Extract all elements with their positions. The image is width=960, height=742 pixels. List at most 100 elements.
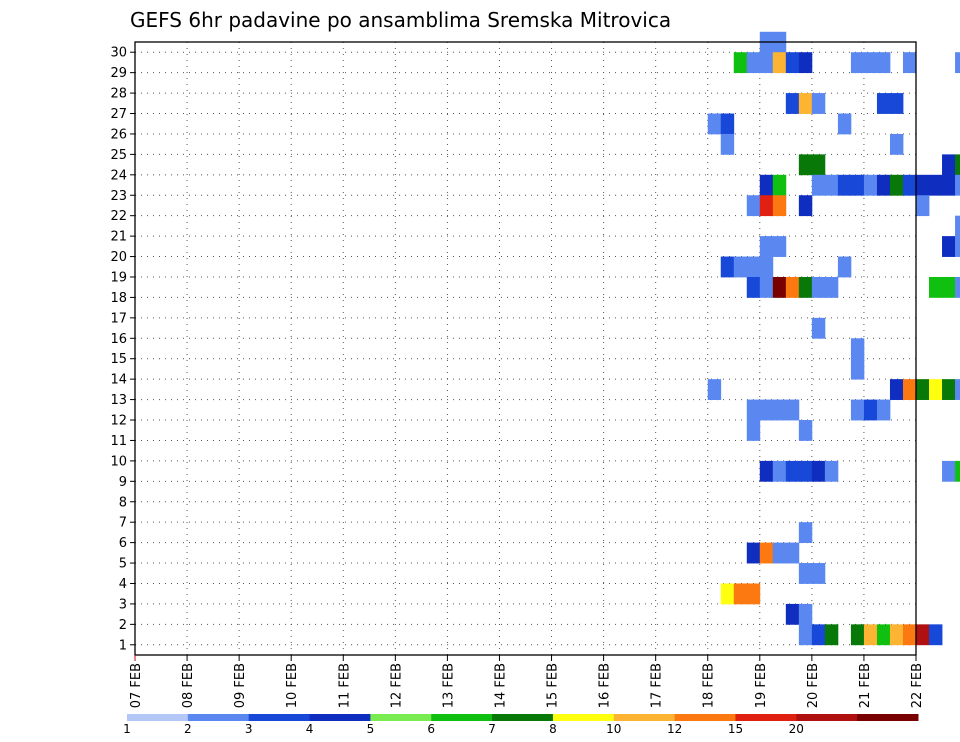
heatmap-cell	[798, 563, 813, 584]
heatmap-cell	[811, 624, 826, 646]
heatmap-cell	[824, 460, 839, 482]
heatmap-cell	[955, 460, 960, 482]
heatmap-cell	[772, 399, 787, 421]
y-tick-label: 23	[110, 189, 127, 204]
x-tick-label: 22 FEB	[910, 663, 925, 708]
y-tick-label: 3	[119, 597, 127, 612]
heatmap-cell	[916, 174, 930, 196]
legend-label: 6	[427, 722, 435, 736]
heatmap-cell	[759, 174, 774, 196]
heatmap-cell	[850, 338, 865, 360]
heatmap-cell	[759, 236, 774, 257]
heatmap-cell	[811, 563, 826, 584]
y-tick-label: 18	[110, 291, 127, 306]
x-tick-label: 11 FEB	[337, 663, 352, 708]
y-tick-label: 8	[119, 495, 127, 510]
x-tick-label: 21 FEB	[858, 663, 873, 708]
heatmap-cell	[798, 603, 813, 625]
heatmap-cell	[837, 256, 852, 278]
heatmap-cell	[811, 154, 826, 176]
heatmap-cell	[902, 379, 917, 400]
y-tick-label: 13	[110, 393, 127, 408]
x-tick-label: 10 FEB	[285, 663, 300, 708]
heatmap-cell	[863, 399, 878, 421]
heatmap-cell	[759, 276, 774, 298]
y-tick-label: 10	[110, 454, 127, 469]
y-tick-label: 9	[119, 475, 127, 490]
legend-label: 7	[488, 722, 496, 736]
x-tick-label: 07 FEB	[129, 663, 144, 708]
heatmap-cell	[889, 93, 904, 114]
y-tick-label: 1	[119, 638, 127, 653]
heatmap-cell	[955, 236, 960, 257]
y-tick-label: 21	[110, 230, 127, 245]
y-tick-label: 20	[110, 250, 127, 265]
heatmap-cell	[798, 93, 813, 114]
heatmap-cell	[746, 52, 761, 74]
heatmap-cell	[746, 195, 761, 217]
legend-label: 5	[367, 722, 375, 736]
heatmap-cell	[759, 52, 774, 74]
y-axis-ticks: 1234567891011121314151617181920212223242…	[110, 46, 135, 653]
heatmap-cell	[916, 624, 930, 646]
heatmap-cell	[850, 52, 865, 74]
heatmap-cell	[850, 624, 865, 646]
y-tick-label: 14	[110, 373, 127, 388]
heatmap-cell	[772, 542, 787, 564]
x-axis-ticks: 07 FEB 08 FEB 09 FEB 10 FEB 11 FEB 12 FEB 13 F…	[129, 655, 925, 708]
legend-label: 12	[667, 722, 682, 736]
heatmap-cell	[811, 93, 826, 114]
legend-swatch	[187, 714, 250, 721]
heatmap-cell	[720, 133, 735, 155]
x-tick-label: 08 FEB	[181, 663, 196, 708]
heatmap-cell	[876, 174, 891, 196]
heatmap-cell	[916, 195, 930, 217]
x-tick-label: 15 FEB	[546, 663, 561, 708]
heatmap-cell	[707, 113, 722, 135]
legend-swatch	[796, 714, 858, 721]
heatmap-cell	[746, 420, 761, 441]
heatmap-cell	[955, 154, 960, 176]
heatmap-cell	[785, 93, 800, 114]
heatmap-cell	[785, 52, 800, 74]
heatmap-cell	[785, 603, 800, 625]
heatmap-cell	[720, 583, 735, 605]
heatmap-cell	[772, 236, 787, 257]
heatmap-cell	[772, 195, 787, 217]
heatmap-cell	[863, 624, 878, 646]
chart-title: GEFS 6hr padavine po ansamblima Sremska …	[130, 8, 671, 32]
x-tick-label: 20 FEB	[806, 663, 821, 708]
heatmap-cell	[902, 624, 917, 646]
heatmap-cell	[876, 93, 891, 114]
legend-label: 15	[728, 722, 743, 736]
heatmap-cell	[772, 52, 787, 74]
y-tick-label: 12	[110, 414, 127, 429]
heatmap-cell	[916, 379, 930, 400]
x-tick-label: 17 FEB	[650, 663, 665, 708]
heatmap-cell	[929, 174, 943, 196]
heatmap-cell	[876, 52, 891, 74]
legend-swatch	[431, 714, 493, 721]
y-tick-label: 15	[110, 352, 127, 367]
y-tick-label: 5	[119, 557, 127, 572]
heatmap-cell	[759, 542, 774, 564]
heatmap-cell	[733, 256, 748, 278]
x-tick-label: 18 FEB	[702, 663, 717, 708]
heatmap-cell	[733, 52, 748, 74]
heatmap-cell	[942, 276, 956, 298]
y-tick-label: 11	[110, 434, 127, 449]
heatmap-cell	[772, 460, 787, 482]
heatmap-cell	[902, 52, 917, 74]
color-legend: 1 2 3 4 5 6 7 8 10 12 15 20	[123, 714, 919, 736]
heatmap-cell	[889, 624, 904, 646]
y-tick-label: 24	[110, 168, 127, 183]
heatmap-cell	[811, 174, 826, 196]
y-tick-label: 16	[110, 332, 127, 347]
x-tick-label: 14 FEB	[493, 663, 508, 708]
heatmap-cell	[889, 174, 904, 196]
y-tick-label: 17	[110, 311, 127, 326]
heatmap-cell	[720, 113, 735, 135]
y-tick-label: 27	[110, 107, 127, 122]
legend-swatch	[492, 714, 554, 721]
heatmap-cell	[955, 379, 960, 400]
